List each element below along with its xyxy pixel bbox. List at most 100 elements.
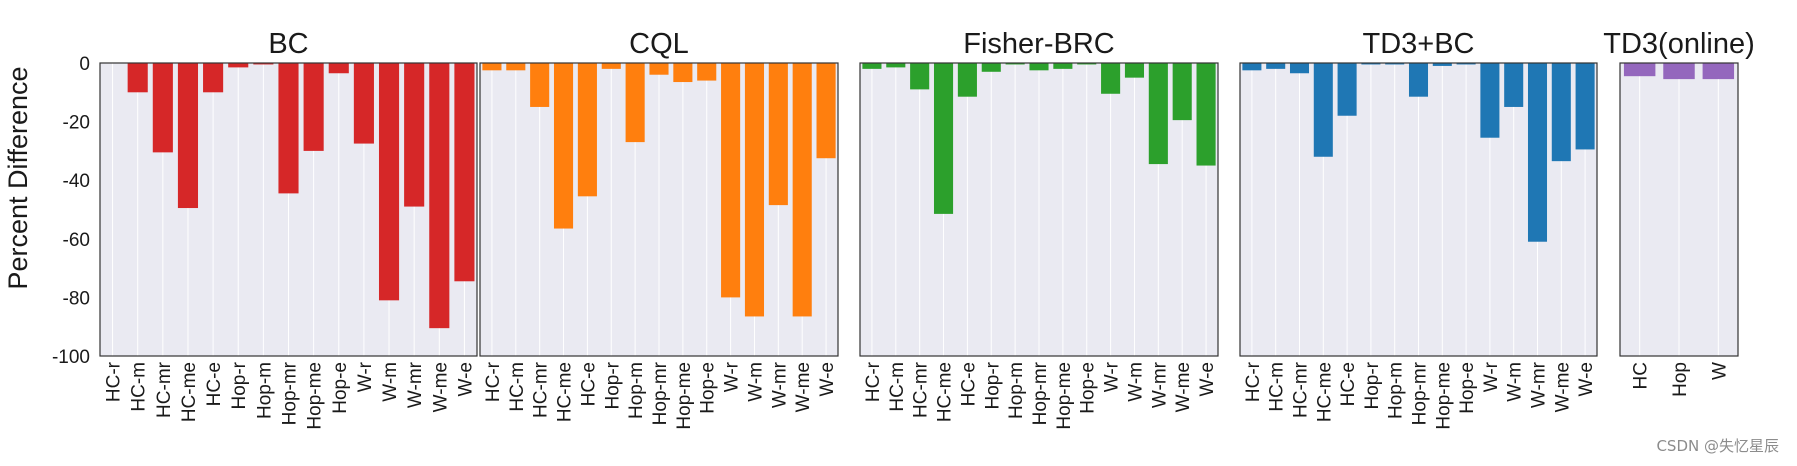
x-tick-label: W-e bbox=[455, 362, 476, 396]
x-tick-label: W-me bbox=[793, 362, 814, 412]
x-tick-label: W bbox=[1709, 362, 1730, 380]
bar-td3-bc-hop-r bbox=[1361, 63, 1381, 65]
x-tick-label: W-r bbox=[722, 361, 743, 392]
panel-bc: BC HC-r HC-m HC-mr HC-me HC-e Hop-r Hop-m Hop-mr… bbox=[52, 28, 478, 430]
y-tick-label: -100 bbox=[52, 347, 90, 368]
x-tick-label: HC-e bbox=[204, 362, 225, 406]
plot-frame bbox=[1239, 62, 1598, 357]
bar-td3-bc-w-r bbox=[1480, 63, 1500, 138]
bar-fisher-brc-w-e bbox=[1196, 63, 1216, 166]
x-tick-label: Hop-r bbox=[982, 361, 1003, 409]
x-tick-label: W-m bbox=[745, 362, 766, 402]
x-tick-label: Hop-me bbox=[1054, 362, 1075, 430]
x-tick-label: Hop-mr bbox=[280, 361, 301, 425]
bar-cql-hc-me bbox=[553, 63, 574, 229]
x-tick-label: W-mr bbox=[769, 361, 790, 408]
bar-cql-hop-m bbox=[625, 63, 645, 143]
x-tick-label: Hop-e bbox=[1078, 362, 1099, 414]
bar-fisher-brc-hc-e bbox=[957, 63, 977, 97]
bar-cql-hop-r bbox=[601, 63, 621, 69]
bar-fisher-brc-hc-mr bbox=[910, 63, 930, 90]
x-tick-label: Hop-m bbox=[626, 362, 647, 419]
y-tick-label: -40 bbox=[63, 171, 90, 192]
bar-fisher-brc-hc-me bbox=[933, 63, 954, 214]
x-tick-label: HC bbox=[1631, 362, 1652, 389]
x-tick-label: Hop-r bbox=[602, 361, 623, 409]
bar-td3-bc-hc-e bbox=[1337, 63, 1357, 116]
bar-fisher-brc-w-m bbox=[1124, 63, 1145, 78]
bar-bc-w-r bbox=[353, 63, 374, 144]
x-tick-label: HC-e bbox=[958, 362, 979, 406]
x-tick-label: W-e bbox=[1197, 362, 1218, 396]
bar-bc-w-me bbox=[429, 63, 450, 329]
x-tick-label: Hop-me bbox=[305, 362, 326, 430]
x-tick-label: Hop-mr bbox=[1030, 361, 1051, 425]
bar-cql-w-m bbox=[744, 63, 765, 317]
x-tick-label: W-me bbox=[1173, 362, 1194, 412]
bar-cql-hc-e bbox=[577, 63, 597, 197]
x-tick-label: HC-mr bbox=[1291, 361, 1312, 418]
x-tick-label: HC-m bbox=[887, 362, 908, 412]
x-tick-label: HC-me bbox=[555, 362, 576, 422]
x-tick-label: Hop-m bbox=[1386, 362, 1407, 419]
x-tick-label: Hop-e bbox=[330, 362, 351, 414]
bar-cql-w-me bbox=[792, 63, 812, 317]
bar-td3-online-hc bbox=[1623, 63, 1656, 77]
x-tick-label: HC-e bbox=[1338, 362, 1359, 406]
panel-title: TD3+BC bbox=[1362, 28, 1474, 60]
x-tick-label: Hop-m bbox=[254, 362, 275, 419]
x-tick-label: W-m bbox=[1505, 362, 1526, 402]
x-tick-label: Hop-r bbox=[1362, 361, 1383, 409]
bar-td3-online-hop bbox=[1663, 63, 1695, 80]
x-tick-label: HC-mr bbox=[911, 361, 932, 418]
bar-td3-bc-hop-e bbox=[1456, 63, 1476, 65]
bar-td3-bc-hc-mr bbox=[1289, 63, 1310, 74]
plot-frame bbox=[859, 62, 1219, 357]
x-tick-label: Hop-e bbox=[698, 362, 719, 414]
bar-bc-w-mr bbox=[404, 63, 425, 207]
bar-fisher-brc-hc-m bbox=[886, 63, 906, 68]
bar-td3-bc-w-me bbox=[1551, 63, 1571, 162]
panel-title: CQL bbox=[629, 28, 689, 60]
y-tick-label: -60 bbox=[63, 230, 90, 251]
bar-bc-hop-me bbox=[303, 63, 324, 151]
x-tick-label: HC-mr bbox=[531, 361, 552, 418]
x-tick-label: HC-m bbox=[129, 362, 150, 412]
watermark: CSDN @失忆星辰 bbox=[1656, 437, 1779, 455]
bar-td3-bc-hop-m bbox=[1385, 63, 1405, 65]
bar-fisher-brc-hop-m bbox=[1005, 63, 1025, 65]
bar-td3-bc-w-m bbox=[1504, 63, 1524, 107]
x-tick-label: Hop-mr bbox=[650, 361, 671, 425]
x-tick-label: W-mr bbox=[405, 361, 426, 408]
bar-fisher-brc-w-me bbox=[1172, 63, 1192, 121]
bar-cql-hc-mr bbox=[530, 63, 550, 107]
bar-bc-hc-me bbox=[177, 63, 199, 209]
bar-td3-bc-hop-me bbox=[1432, 63, 1452, 66]
bar-cql-w-mr bbox=[768, 63, 788, 206]
plot-frame bbox=[479, 62, 839, 357]
bar-cql-hc-m bbox=[506, 63, 526, 71]
x-tick-label: W-me bbox=[1552, 362, 1573, 412]
bar-td3-bc-hop-mr bbox=[1408, 63, 1429, 97]
x-tick-label: W-r bbox=[355, 361, 376, 392]
bar-cql-hc-r bbox=[482, 63, 502, 71]
x-tick-label: W-m bbox=[1125, 362, 1146, 402]
x-tick-label: W-r bbox=[1102, 361, 1123, 392]
bar-fisher-brc-hop-e bbox=[1077, 63, 1097, 65]
x-tick-label: Hop bbox=[1670, 362, 1691, 397]
x-tick-label: Hop-e bbox=[1457, 362, 1478, 414]
y-tick-label: -20 bbox=[63, 113, 90, 134]
panel-title: BC bbox=[268, 28, 308, 60]
x-tick-label: HC-r bbox=[104, 361, 125, 402]
bar-td3-bc-w-e bbox=[1575, 63, 1595, 150]
bar-cql-hop-mr bbox=[649, 63, 669, 75]
y-axis-label: Percent Difference bbox=[3, 66, 33, 289]
x-tick-label: HC-r bbox=[1243, 361, 1264, 402]
bar-cql-hop-me bbox=[673, 63, 693, 83]
bar-bc-hc-mr bbox=[152, 63, 173, 153]
x-tick-label: W-mr bbox=[1149, 361, 1170, 408]
bar-fisher-brc-hop-me bbox=[1053, 63, 1073, 69]
